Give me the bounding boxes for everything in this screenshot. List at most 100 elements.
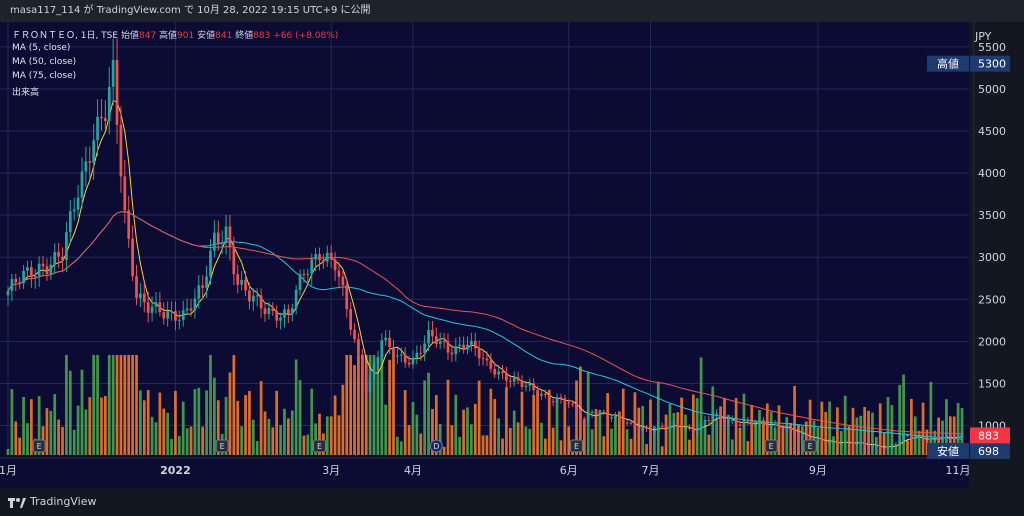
candle-80 [318,247,321,271]
candle-3 [18,276,22,290]
candle-104 [411,350,415,369]
volume-bar-34 [139,390,142,455]
volume-bar-175 [688,439,691,455]
price-axis[interactable]: JPY1000150020002500300035004000450050005… [974,30,1006,433]
event-badge-label-3: D [433,442,439,451]
legend-ma75[interactable]: MA (75, close) [12,71,77,81]
candle-56 [224,214,228,255]
candle-body-18 [76,197,80,210]
candle-171 [672,419,676,430]
candle-body-243 [952,437,956,440]
volume-bar-130 [512,410,516,455]
candle-97 [384,330,388,346]
volume-bar-91 [360,355,364,455]
candle-body-44 [177,319,181,321]
candle-body-72 [287,309,290,314]
volume-bar-92 [364,355,368,455]
candle-body-34 [139,293,142,299]
candle-193 [758,417,761,429]
candle-219 [859,439,863,447]
candle-223 [874,443,878,448]
time-axis[interactable]: 1月 2022 3月 4月 6月 7月 9月 11月 [0,457,971,477]
candle-12 [53,243,57,274]
candle-body-225 [882,448,886,450]
volume-bar-104 [411,401,415,455]
candle-body-241 [945,434,948,438]
candle-69 [275,305,279,328]
candle-150 [590,409,594,418]
candle-body-13 [57,252,60,257]
volume-bar-8 [37,396,41,455]
candle-235 [921,434,925,445]
candle-8 [37,256,41,288]
candle-body-205 [804,434,808,437]
candle-body-31 [127,210,131,239]
volume-bar-143 [563,402,567,455]
volume-bar-160 [629,438,633,455]
candle-134 [528,378,532,392]
candle-body-99 [392,347,395,357]
candle-161 [633,420,637,431]
candle-body-50 [201,285,205,288]
ma5-line [7,99,963,448]
volume-bar-49 [197,387,201,455]
candle-body-236 [925,440,929,442]
volume-bar-69 [275,390,279,455]
candle-body-14 [61,256,64,261]
candle-body-77 [306,273,310,275]
volume-bar-238 [933,430,937,455]
candle-body-115 [454,346,458,355]
candle-228 [894,442,898,448]
candle-159 [625,420,629,427]
candle-body-143 [563,398,567,403]
candle-body-193 [758,421,761,425]
candle-body-66 [263,308,267,315]
event-badge-label-2: E [317,442,322,451]
candle-body-8 [37,263,41,276]
candle-239 [937,434,940,442]
volume-bar-148 [582,420,586,455]
volume-bar-146 [575,380,578,455]
candle-137 [540,389,543,401]
legend-ma5[interactable]: MA (5, close) [12,43,71,53]
candle-26 [107,67,111,135]
candle-214 [839,441,843,448]
volume-bar-155 [610,428,613,455]
candle-149 [586,411,590,425]
event-badge-1: E [215,439,229,453]
candle-115 [454,338,458,362]
volume-bar-103 [407,425,411,455]
volume-bar-186 [730,439,734,455]
candle-204 [800,431,804,439]
volume-bar-71 [283,408,286,455]
candle-200 [785,423,789,434]
candle-body-216 [847,440,851,443]
tradingview-logo-icon [8,498,26,508]
candle-body-30 [123,176,127,211]
event-badge-0: E [32,439,46,453]
candle-18 [76,185,80,217]
volume-bar-112 [442,446,446,455]
candle-195 [765,419,769,430]
candle-body-62 [248,290,251,302]
volume-bar-38 [154,422,158,455]
candle-185 [727,415,730,427]
legend-ma50[interactable]: MA (50, close) [12,57,77,67]
candle-body-87 [345,285,349,310]
candle-body-239 [937,436,940,440]
volume-bar-172 [676,412,680,455]
volume-bar-21 [88,397,92,455]
candle-body-204 [800,434,804,436]
volume-bar-50 [201,426,205,455]
candle-6 [30,260,33,288]
volume-bar-200 [785,417,789,455]
legend-volume[interactable]: 出来高 [12,88,40,98]
candle-body-176 [691,428,695,433]
candle-215 [843,438,847,447]
candle-29 [119,106,123,193]
volume-bar-94 [372,355,376,455]
candle-body-46 [185,308,189,311]
grid [0,22,975,455]
candle-108 [427,321,430,351]
